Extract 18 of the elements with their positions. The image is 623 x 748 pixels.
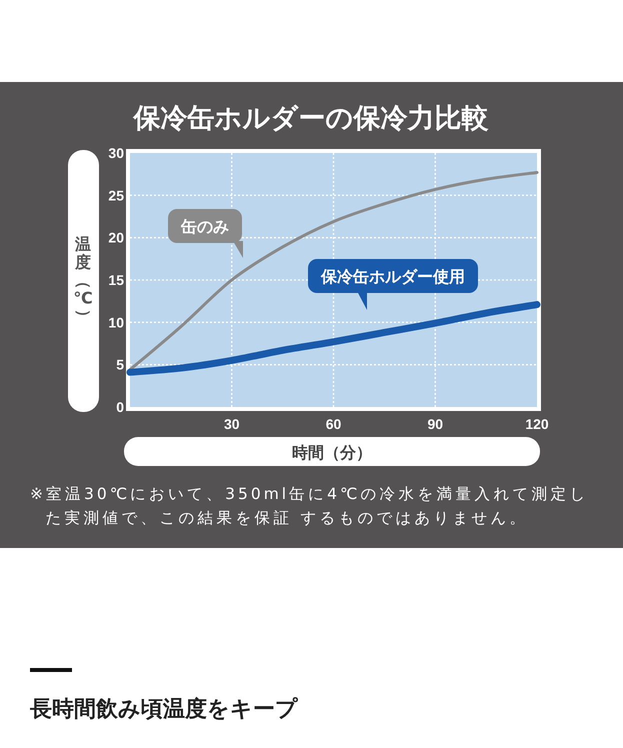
x-axis-title: 時間（分） xyxy=(292,444,372,462)
x-tick-label: 90 xyxy=(427,416,444,432)
y-tick-label: 5 xyxy=(116,356,124,373)
y-tick-label: 20 xyxy=(108,230,124,246)
x-tick-label: 60 xyxy=(326,416,342,432)
y-tick-label: 25 xyxy=(108,187,124,204)
y-tick-label: 15 xyxy=(108,272,124,288)
x-tick-label: 30 xyxy=(224,416,240,432)
series-label: 保冷缶ホルダー使用 xyxy=(320,268,465,286)
y-axis-title: 温度（℃） xyxy=(73,236,93,325)
y-tick-label: 0 xyxy=(116,399,124,415)
text: ※室温30℃において、350ml缶に4℃の冷水を満量入れて測定した実測値で、この結果を保証 するものではありません。 xyxy=(30,484,590,529)
x-tick-label: 120 xyxy=(525,416,549,432)
y-tick-label: 30 xyxy=(108,145,124,161)
chart-title: 保冷缶ホルダーの保冷力比較 xyxy=(132,103,490,133)
y-tick-label: 10 xyxy=(108,314,124,330)
line-series xyxy=(128,170,538,372)
text: 長時間飲み頃温度をキープ xyxy=(29,696,298,721)
